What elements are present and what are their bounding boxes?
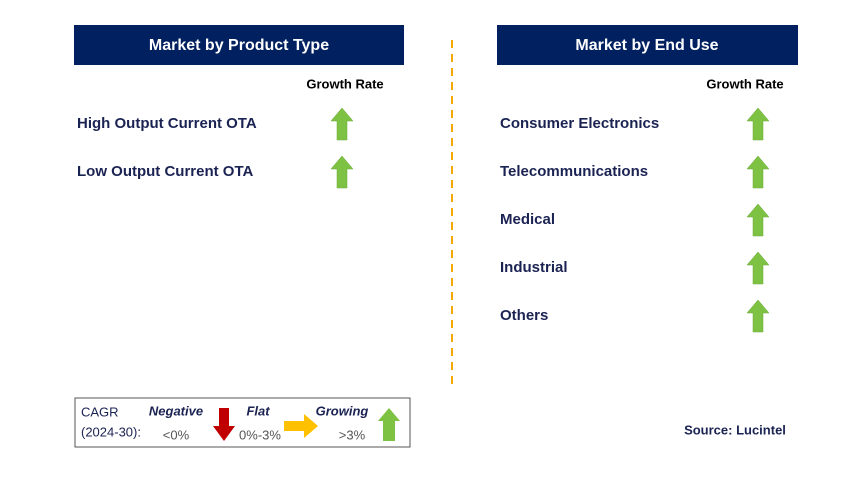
up-arrow xyxy=(330,155,354,189)
row-label: Low Output Current OTA xyxy=(77,163,254,180)
up-arrow xyxy=(746,155,770,189)
row-label: Medical xyxy=(500,211,555,228)
row-label: Industrial xyxy=(500,259,568,276)
up-arrow xyxy=(746,203,770,237)
right-arrow xyxy=(284,414,318,438)
legend-item: Growing xyxy=(316,403,369,418)
legend-item: Negative xyxy=(149,403,203,418)
legend-label: CAGR xyxy=(81,404,119,419)
row-label: Consumer Electronics xyxy=(500,115,659,132)
up-arrow xyxy=(378,408,400,441)
row-label: Others xyxy=(500,307,548,324)
legend-box xyxy=(74,397,411,448)
legend-range: >3% xyxy=(339,427,366,442)
up-arrow xyxy=(330,107,354,141)
legend-item: Flat xyxy=(246,403,270,418)
legend-range: 0%-3% xyxy=(239,427,281,442)
row-label: Telecommunications xyxy=(500,163,648,180)
legend-range: <0% xyxy=(163,427,190,442)
source: Source: Lucintel xyxy=(684,422,786,437)
up-arrow xyxy=(746,299,770,333)
down-arrow xyxy=(213,408,235,441)
row-label: High Output Current OTA xyxy=(77,115,257,132)
legend-label: (2024-30): xyxy=(81,424,141,439)
right-column-header: Growth Rate xyxy=(706,76,783,91)
right-title: Market by End Use xyxy=(575,37,718,54)
left-header xyxy=(74,25,404,65)
right-header xyxy=(497,25,798,65)
left-title: Market by Product Type xyxy=(149,37,329,54)
up-arrow xyxy=(746,251,770,285)
left-column-header: Growth Rate xyxy=(306,76,383,91)
up-arrow xyxy=(746,107,770,141)
